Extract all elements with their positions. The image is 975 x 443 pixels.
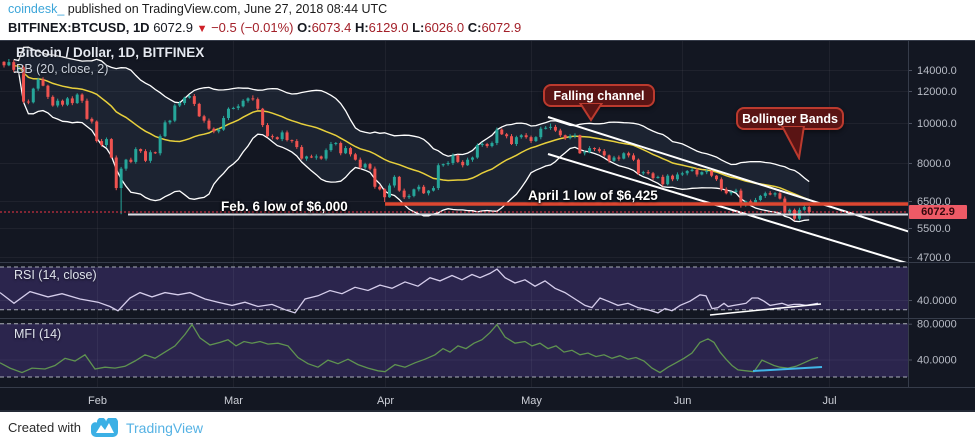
callout-falling-channel[interactable]: Falling channel bbox=[543, 84, 655, 122]
rsi-trendline[interactable] bbox=[709, 303, 822, 316]
low-value: 6026.0 bbox=[424, 20, 465, 35]
price-change-text: −0.5 (−0.01%) bbox=[211, 20, 294, 35]
price-axis[interactable] bbox=[908, 40, 975, 388]
price-tick-label: 8000.0 bbox=[917, 158, 951, 170]
price-tick-label: 5500.0 bbox=[917, 223, 951, 235]
symbol-info-bar: BITFINEX:BTCUSD, 1D 6072.9 ▼ −0.5 (−0.01… bbox=[0, 19, 975, 40]
price-tick-label: 12000.0 bbox=[917, 86, 957, 98]
month-label: May bbox=[521, 395, 542, 407]
falling-channel-line[interactable] bbox=[547, 153, 910, 264]
main-pane[interactable] bbox=[2, 46, 911, 264]
price-down-arrow-icon: ▼ bbox=[196, 23, 208, 35]
close-value: 6072.9 bbox=[481, 20, 522, 35]
month-label: Feb bbox=[88, 395, 107, 407]
high-label: H: bbox=[354, 20, 369, 35]
price-tick-label: 10000.0 bbox=[917, 118, 957, 130]
chart-area: Feb Mar Apr May Jun Jul 14000.0 12000.0 10000.0 8… bbox=[0, 40, 975, 412]
last-price-text: 6072.9 bbox=[153, 20, 193, 35]
mfi-pane-label: MFI (14) bbox=[14, 327, 62, 341]
feb-low-line-label: Feb. 6 low of $6,000 bbox=[221, 199, 348, 214]
price-tick-label: 4700.0 bbox=[917, 252, 951, 264]
callout-tail bbox=[578, 103, 603, 122]
callout-bollinger-bands-text: Bollinger Bands bbox=[742, 111, 838, 126]
rsi-tick-label: 40.0000 bbox=[917, 295, 957, 307]
month-label: Mar bbox=[224, 395, 243, 407]
publisher-link[interactable]: coindesk_ bbox=[8, 2, 65, 16]
callout-tail bbox=[780, 126, 806, 160]
mfi-tick-label: 80.0000 bbox=[917, 319, 957, 331]
open-value: 6073.4 bbox=[311, 20, 352, 35]
low-label: L: bbox=[412, 20, 425, 35]
rsi-pane-label: RSI (14, close) bbox=[14, 268, 97, 282]
mfi-tick-label: 40.0000 bbox=[917, 355, 957, 367]
last-price-axis-label: 6072.9 bbox=[909, 205, 967, 219]
callout-bollinger-bands[interactable]: Bollinger Bands bbox=[736, 107, 844, 160]
month-label: Jul bbox=[822, 395, 836, 407]
created-with-text: Created with bbox=[8, 420, 81, 435]
month-label: Apr bbox=[377, 395, 394, 407]
symbol-name[interactable]: BITFINEX:BTCUSD, 1D bbox=[8, 20, 150, 35]
rsi-line bbox=[0, 268, 819, 314]
time-axis[interactable] bbox=[0, 388, 908, 412]
bb-lower-band bbox=[13, 71, 810, 223]
month-label: Jun bbox=[674, 395, 692, 407]
high-value: 6129.0 bbox=[368, 20, 409, 35]
apr-low-line-label: April 1 low of $6,425 bbox=[528, 188, 658, 203]
publisher-bar: coindesk_ published on TradingView.com, … bbox=[0, 0, 975, 19]
footer-bar: Created with TradingView bbox=[0, 412, 975, 443]
mfi-trendline[interactable] bbox=[752, 366, 823, 372]
publish-info-text: published on TradingView.com, June 27, 2… bbox=[64, 2, 388, 16]
tradingview-logo-icon bbox=[90, 418, 118, 437]
rsi-band-fill bbox=[0, 267, 908, 310]
open-label: O: bbox=[297, 20, 312, 35]
close-label: C: bbox=[467, 20, 482, 35]
bb-basis-line bbox=[13, 64, 810, 201]
price-tick-label: 14000.0 bbox=[917, 65, 957, 77]
bb-fill bbox=[13, 47, 810, 222]
callout-falling-channel-text: Falling channel bbox=[553, 88, 645, 103]
chart-canvas[interactable]: Feb Mar Apr May Jun Jul 14000.0 12000.0 10000.0 8… bbox=[0, 40, 975, 412]
rsi-pane[interactable]: 40.0000 bbox=[0, 266, 957, 316]
bb-upper-band bbox=[13, 46, 810, 183]
mfi-pane[interactable]: 80.0000 40.0000 bbox=[0, 319, 957, 378]
mfi-line bbox=[0, 323, 819, 374]
falling-channel-line[interactable] bbox=[547, 116, 910, 233]
tradingview-link[interactable]: TradingView bbox=[125, 419, 204, 436]
